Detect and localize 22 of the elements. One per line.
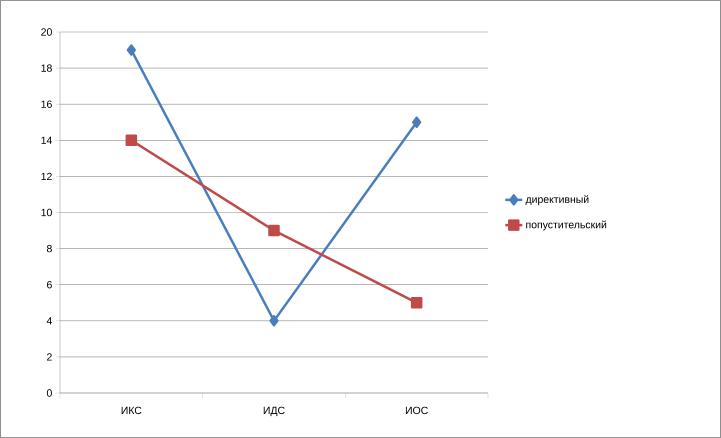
x-tick-label: ИКС bbox=[122, 406, 142, 414]
legend-label: попустительский bbox=[526, 220, 606, 230]
y-tick-label: 12 bbox=[41, 172, 52, 180]
point bbox=[126, 134, 138, 146]
y-tick-label: 0 bbox=[46, 389, 52, 397]
x-tick-label: ИДС bbox=[264, 406, 285, 416]
y-tick-label: 8 bbox=[46, 244, 52, 252]
y-tick-label: 16 bbox=[41, 100, 52, 108]
y-tick-label: 18 bbox=[41, 64, 52, 72]
legend-label: директивный bbox=[526, 195, 588, 206]
y-tick-label: 6 bbox=[47, 281, 52, 288]
y-tick-label: 14 bbox=[41, 136, 52, 144]
y-tick-label: 10 bbox=[41, 208, 52, 216]
point bbox=[269, 315, 279, 327]
x-tick-label: ИОС bbox=[406, 406, 428, 414]
point bbox=[268, 224, 280, 236]
y-tick-label: 20 bbox=[41, 28, 52, 36]
point bbox=[410, 297, 422, 308]
y-tick-label: 2 bbox=[47, 353, 52, 361]
point bbox=[412, 116, 422, 128]
y-tick-label: 4 bbox=[46, 317, 52, 324]
point bbox=[126, 44, 136, 56]
